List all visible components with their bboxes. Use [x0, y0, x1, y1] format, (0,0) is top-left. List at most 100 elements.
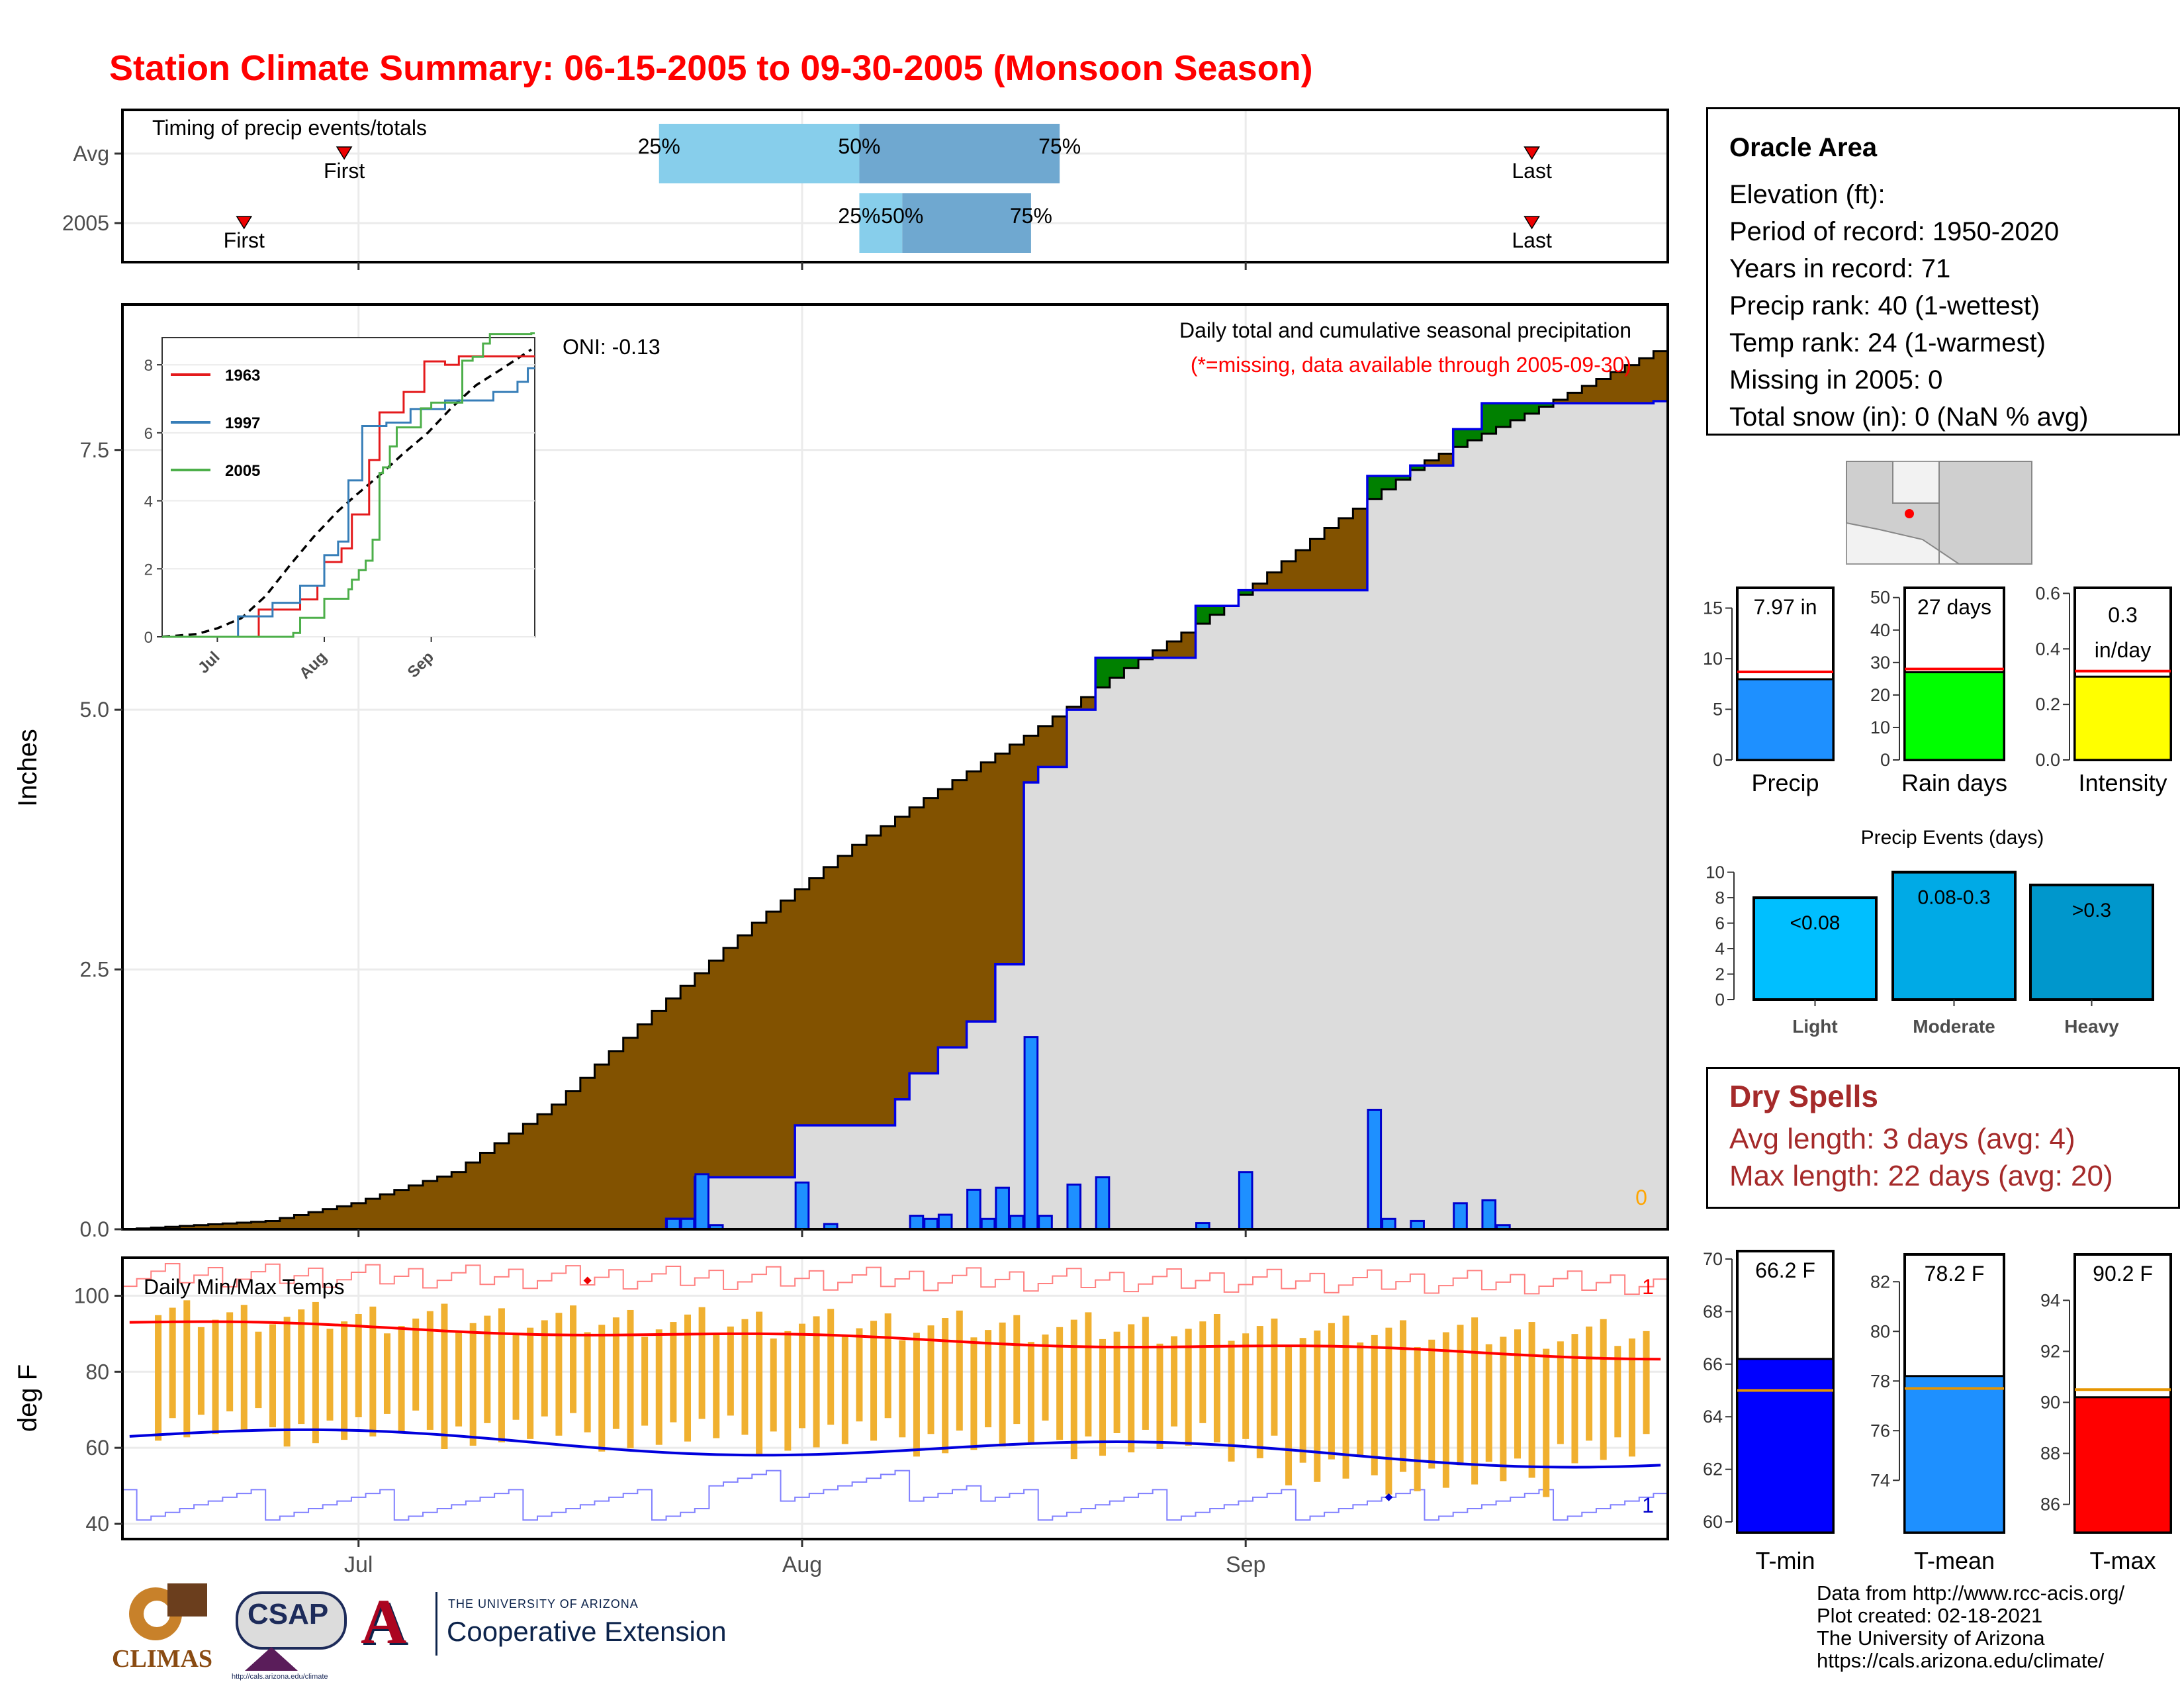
deficit-fill [580, 1078, 596, 1229]
temp-bar-label: T-mean [1914, 1547, 1995, 1574]
daily-temp-bar [741, 1319, 749, 1435]
deficit-fill [981, 762, 996, 1022]
surplus-fill [1481, 403, 1497, 434]
daily-temp-bar [827, 1309, 835, 1425]
daily-temp-bar [1142, 1317, 1149, 1430]
mini-bar-y-tick-label: 10 [1703, 649, 1723, 669]
surplus-fill [1210, 606, 1225, 615]
info-elevation: Elevation (ft): [1729, 180, 1886, 209]
deficit-fill [838, 856, 853, 1126]
temp-bar-y-tick-label: 62 [1703, 1460, 1723, 1479]
daily-temp-bar [1256, 1326, 1263, 1458]
daily-temp-bar [1557, 1341, 1564, 1444]
deficit-fill [852, 845, 867, 1126]
deficit-fill [766, 912, 782, 1178]
daily-temp-bar [1543, 1348, 1550, 1497]
deficit-fill [523, 1123, 538, 1229]
record-high-marker [583, 1276, 592, 1285]
mini-bar-Precip [1736, 678, 1835, 761]
mini-bar-Intensity [2073, 675, 2172, 761]
inset-series-line-2005 [162, 332, 535, 638]
daily-precip-bar [937, 1213, 953, 1231]
inset-y-tick-label: 2 [144, 561, 153, 579]
precip-y-tick-label: 2.5 [80, 958, 109, 982]
mini-bar-y-tick-label: 30 [1870, 653, 1890, 673]
events-y-tick-label: 2 [1715, 964, 1725, 984]
surplus-fill [1367, 475, 1383, 499]
daily-temp-bar [1600, 1319, 1607, 1460]
deficit-fill [337, 1206, 352, 1229]
timing-bar-50-75 [902, 193, 1031, 253]
events-bar-label: Heavy [2064, 1016, 2119, 1037]
mini-bar-y-tick-label: 0.6 [2035, 583, 2060, 603]
temp-bar-y-tick-label: 86 [2040, 1495, 2060, 1515]
deficit-fill [537, 1114, 553, 1229]
surplus-fill [1510, 403, 1525, 420]
daily-temp-bar [498, 1308, 505, 1442]
deficit-fill [236, 1222, 252, 1229]
deficit-fill [795, 889, 810, 1126]
daily-temp-bar [655, 1329, 662, 1445]
daily-temp-bar [355, 1314, 362, 1417]
daily-temp-bar [1471, 1317, 1479, 1485]
deficit-fill [265, 1221, 281, 1229]
daily-temp-bar [1514, 1329, 1521, 1459]
deficit-fill [194, 1225, 209, 1229]
deficit-fill [995, 753, 1011, 964]
daily-temp-bar [1485, 1344, 1492, 1462]
temp-bar-label: T-min [1756, 1547, 1815, 1574]
mini-bar-y-tick-label: 40 [1870, 620, 1890, 640]
daily-temp-bar [1614, 1346, 1621, 1438]
record-low-line [122, 1470, 1668, 1521]
first-event-label: First [224, 228, 265, 252]
daily-temp-bar [1314, 1330, 1321, 1482]
footer-line-url: https://cals.arizona.edu/climate/ [1817, 1649, 2105, 1672]
daily-temp-bar [312, 1301, 319, 1444]
deficit-fill [322, 1209, 338, 1229]
deficit-fill [294, 1215, 309, 1229]
average-min-temp-line [129, 1428, 1661, 1469]
mini-bar-y-tick-label: 0.4 [2035, 639, 2060, 659]
daily-temp-bar [1013, 1315, 1021, 1425]
daily-temp-bar [469, 1323, 477, 1446]
deficit-fill [208, 1224, 223, 1229]
daily-temp-bar [1285, 1345, 1293, 1485]
surplus-fill [1195, 606, 1210, 624]
deficit-fill [1424, 460, 1439, 466]
temp-bar-y-tick-label: 78 [1870, 1371, 1890, 1391]
climas-logo-text: CLIMAS [112, 1645, 213, 1673]
last-event-marker [1524, 216, 1540, 230]
deficit-fill [1567, 393, 1582, 404]
temp-bar-value-text: 66.2 F [1755, 1258, 1815, 1282]
ua-coop-extension-logo: A THE UNIVERSITY OF ARIZONA Cooperative … [361, 1590, 745, 1665]
deficit-fill [508, 1133, 523, 1229]
missing-note: (*=missing, data available through 2005-… [1191, 353, 1631, 377]
x-axis-tick-label: Sep [1226, 1552, 1266, 1577]
mini-bar-y-tick-label: 15 [1703, 598, 1723, 618]
timing-pct-25: 25% [838, 204, 880, 228]
daily-temp-bar [927, 1325, 934, 1434]
deficit-fill [1009, 744, 1024, 964]
daily-temp-bar [1199, 1321, 1206, 1423]
daily-precip-bar [923, 1217, 938, 1231]
info-period: Period of record: 1950-2020 [1729, 217, 2060, 246]
daily-temp-bar [913, 1333, 920, 1457]
daily-precip-bar [794, 1181, 810, 1231]
daily-temp-bar [1500, 1336, 1507, 1481]
deficit-fill [866, 835, 882, 1126]
daily-temp-bar [398, 1326, 405, 1433]
temp-bar-y-tick-label: 74 [1870, 1470, 1890, 1490]
inset-legend-label: 1997 [225, 414, 260, 432]
oni-label: ONI: -0.13 [563, 335, 660, 359]
timing-pct-25: 25% [638, 134, 680, 158]
inset-y-tick-label: 0 [144, 629, 153, 647]
inset-legend-label: 2005 [225, 462, 260, 480]
deficit-fill [451, 1172, 467, 1229]
temp-bar-y-tick-label: 66 [1703, 1354, 1723, 1374]
mini-bar-y-tick-label: 20 [1870, 685, 1890, 705]
temp-bar-value-text: 78.2 F [1925, 1262, 1985, 1286]
daily-temp-bar [1099, 1338, 1106, 1456]
daily-temp-bar [484, 1315, 491, 1423]
deficit-fill [380, 1194, 395, 1229]
surplus-fill [1124, 657, 1139, 669]
